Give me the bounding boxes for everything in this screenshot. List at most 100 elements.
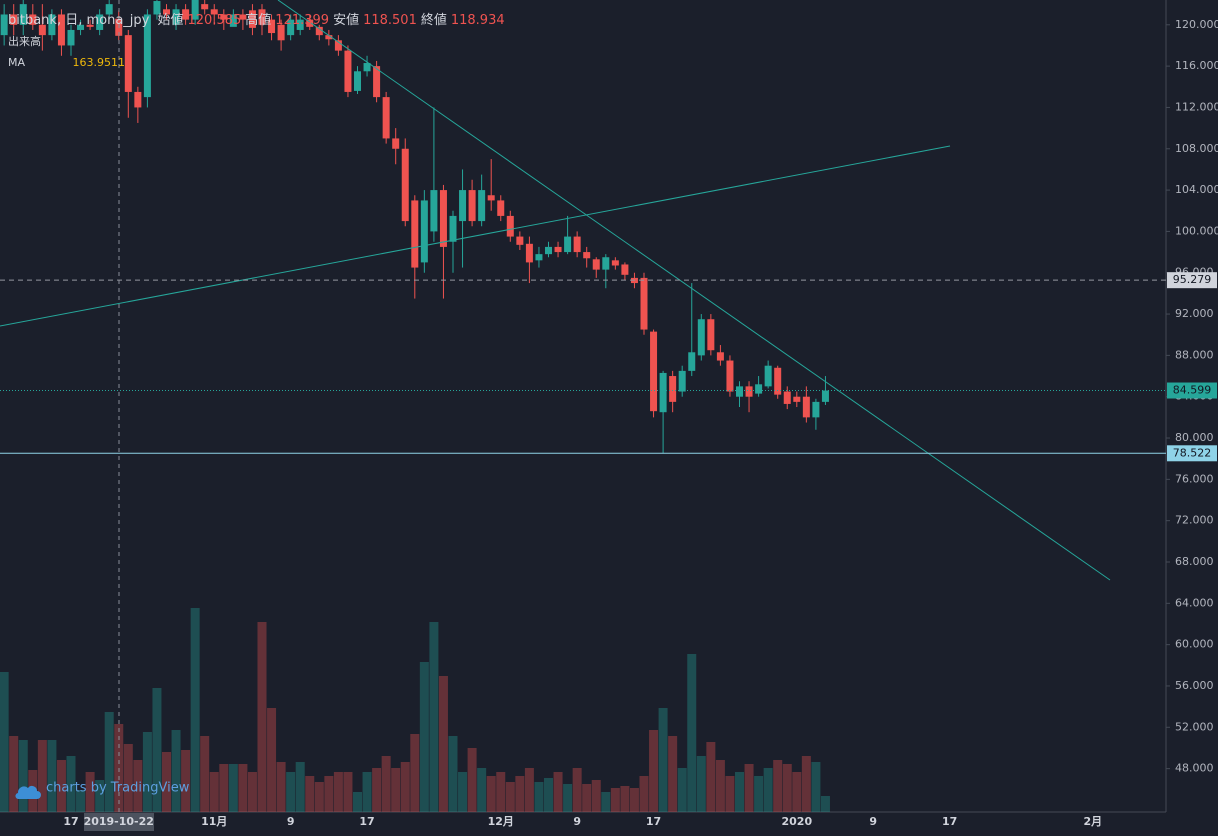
volume-bar xyxy=(687,654,697,812)
volume-bar xyxy=(820,796,830,812)
volume-bar xyxy=(257,622,267,812)
candle-body xyxy=(191,0,199,20)
x-tick-label: 2020 xyxy=(781,815,812,828)
candle-body xyxy=(602,257,610,270)
axes-layer: 48.000 52.000 56.000 60.000 64.000 68.000 72.0… xyxy=(0,18,1218,828)
candle-body xyxy=(783,391,791,404)
candle-body xyxy=(306,19,314,27)
volume-bar xyxy=(247,772,257,812)
candle-body xyxy=(459,190,467,222)
volume-bar xyxy=(524,768,534,812)
candle-body xyxy=(57,14,65,46)
volume-bar xyxy=(85,772,95,812)
candle-body xyxy=(86,24,94,27)
candle-body xyxy=(478,190,486,222)
volume-bar xyxy=(706,742,716,812)
candle-body xyxy=(516,236,524,245)
candle-body xyxy=(296,19,304,30)
legend-value: 118.934 xyxy=(450,13,505,28)
volume-bar xyxy=(391,768,401,812)
candle-body xyxy=(554,246,562,253)
candle-body xyxy=(77,24,85,30)
volume-bar xyxy=(228,764,238,812)
candle-body xyxy=(38,24,46,36)
candle-body xyxy=(96,14,104,30)
y-tick-label: 56.000 xyxy=(1175,679,1214,692)
candle-body xyxy=(182,9,190,20)
volume-bar xyxy=(773,760,783,812)
y-tick-label: 100.000 xyxy=(1175,224,1218,237)
candle-body xyxy=(382,97,390,139)
y-tick-label: 68.000 xyxy=(1175,555,1214,568)
x-tick-label: 11月 xyxy=(201,815,227,828)
candle-body xyxy=(573,236,581,253)
volume-bar xyxy=(200,736,210,812)
volume-bar xyxy=(190,608,200,812)
y-tick-label: 76.000 xyxy=(1175,472,1214,485)
volume-bar xyxy=(238,764,248,812)
volume-bar xyxy=(362,772,372,812)
volume-bar xyxy=(400,762,410,812)
volume-bar xyxy=(314,782,324,812)
y-tick-label: 116.000 xyxy=(1175,59,1218,72)
candle-body xyxy=(229,14,237,27)
volume-bar xyxy=(333,772,343,812)
y-tick-label: 112.000 xyxy=(1175,100,1218,113)
volume-bar xyxy=(343,772,353,812)
x-tick-label: 17 xyxy=(646,815,661,828)
price-level-label: 78.522 xyxy=(1173,446,1212,459)
volume-bar xyxy=(429,622,439,812)
volume-bar xyxy=(353,792,362,812)
header: bitbank, 日, mona_jpy 始値 120.585 高値 121.399 安… xyxy=(8,10,513,73)
price-level-label: 84.599 xyxy=(1173,384,1212,397)
candle-body xyxy=(287,19,295,36)
volume-bar xyxy=(458,772,468,812)
volume-bar xyxy=(448,736,458,812)
x-tick-label: 2019-10-22 xyxy=(84,815,154,828)
volume-bar xyxy=(209,772,219,812)
candle-body xyxy=(525,243,533,263)
candle-body xyxy=(678,370,686,392)
candle-body xyxy=(506,215,514,237)
candle-body xyxy=(411,200,419,268)
ma-label: MA xyxy=(8,56,26,69)
volume-bar xyxy=(649,730,659,812)
candle-body xyxy=(821,390,829,402)
candle-body xyxy=(669,376,677,402)
volume-bar xyxy=(9,736,19,812)
y-tick-label: 48.000 xyxy=(1175,762,1214,775)
x-tick-label: 17 xyxy=(359,815,374,828)
volume-bar xyxy=(763,768,773,812)
volume-bar xyxy=(572,768,582,812)
x-tick-label: 2月 xyxy=(1084,815,1103,828)
volume-bar xyxy=(181,750,191,812)
candle-body xyxy=(10,14,18,25)
candle-body xyxy=(48,14,56,36)
candle-body xyxy=(716,352,724,361)
volume-bar xyxy=(18,740,28,812)
candle-body xyxy=(592,259,600,270)
volume-bar xyxy=(553,772,563,812)
volume-bar xyxy=(792,772,802,812)
volume-bar xyxy=(372,768,382,812)
volume-bar xyxy=(47,740,57,812)
volume-bar xyxy=(620,786,630,812)
candle-body xyxy=(688,352,696,371)
volume-bar xyxy=(544,778,553,812)
volume-bar xyxy=(133,760,143,812)
volume-bar xyxy=(76,790,86,812)
y-tick-label: 88.000 xyxy=(1175,348,1214,361)
candle-body xyxy=(401,148,409,222)
volume-bar xyxy=(381,756,391,812)
candle-body xyxy=(774,367,782,395)
candle-body xyxy=(153,1,161,15)
candle-body xyxy=(325,35,333,40)
candle-body xyxy=(659,372,667,413)
volume-bar xyxy=(123,744,133,812)
candle-body xyxy=(583,252,591,259)
legend-label: 安値 xyxy=(333,13,360,28)
trend-line xyxy=(0,145,951,327)
x-tick-label: 12月 xyxy=(488,815,514,828)
